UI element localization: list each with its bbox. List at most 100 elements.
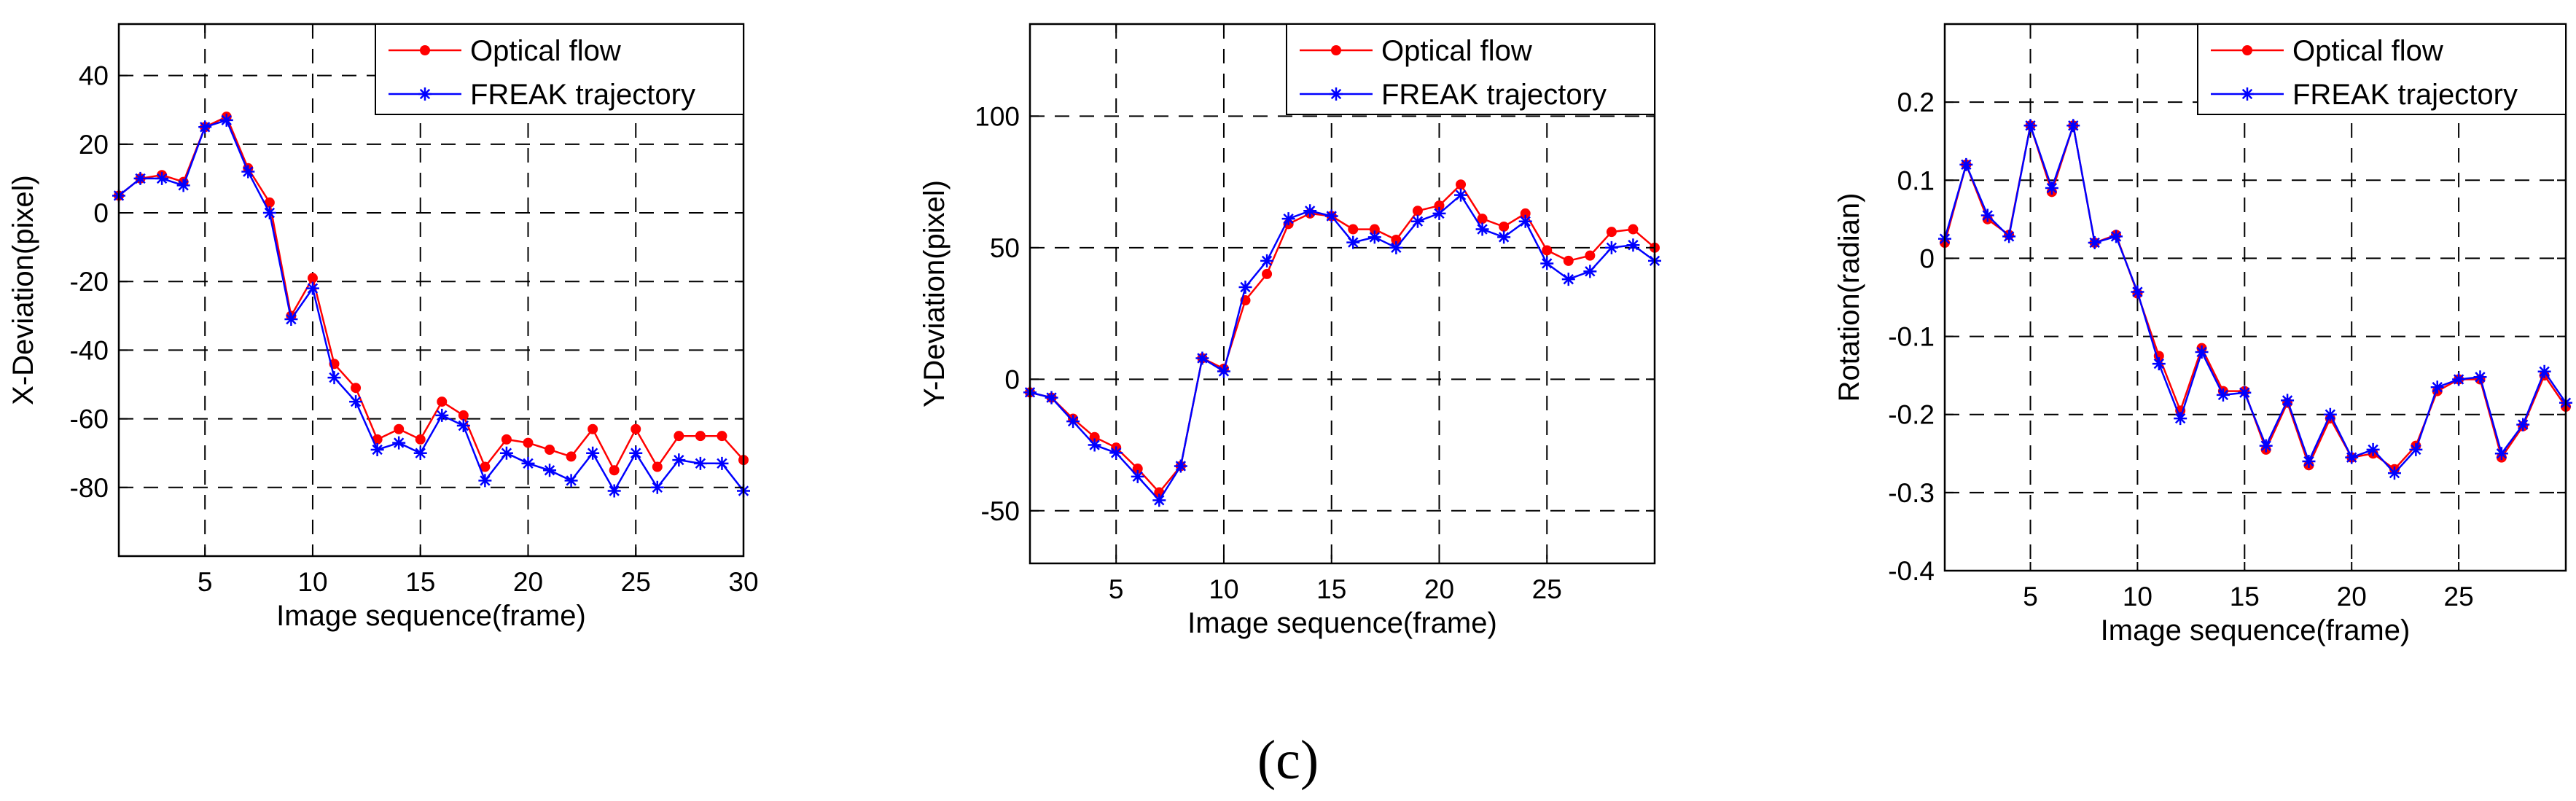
- data-point: [607, 484, 621, 498]
- x-tick-label: 15: [1316, 574, 1346, 604]
- x-tick-label: 20: [1424, 574, 1454, 604]
- data-point: [672, 453, 686, 467]
- data-point: [1303, 204, 1317, 218]
- data-point: [2323, 407, 2337, 421]
- data-point: [2516, 418, 2530, 431]
- data-point: [351, 383, 362, 394]
- legend-label: Optical flow: [2292, 35, 2443, 67]
- data-point: [1088, 438, 1101, 452]
- legend: Optical flow FREAK trajectory: [1286, 23, 1655, 115]
- data-point: [2281, 394, 2295, 407]
- data-point: [2131, 285, 2144, 299]
- data-point: [2452, 372, 2466, 386]
- y-tick-label: 50: [990, 233, 1020, 263]
- data-point: [456, 419, 470, 433]
- x-tick-label: 5: [198, 567, 213, 597]
- data-point: [1475, 222, 1489, 236]
- data-point: [307, 273, 318, 284]
- legend-marker: [1331, 45, 1341, 55]
- legend: Optical flow FREAK trajectory: [375, 23, 744, 115]
- data-point: [1217, 364, 1230, 378]
- legend-label: FREAK trajectory: [1381, 79, 1607, 111]
- data-point: [1281, 212, 1295, 226]
- data-point: [1410, 214, 1424, 228]
- data-point: [1412, 206, 1423, 216]
- chart-3: 5 10 15 20 25 -0.4 -0.3 -0.2 -0.1 0 0.1 0.2 Image se…: [1833, 23, 2572, 646]
- x-tick-label: 10: [1209, 574, 1238, 604]
- data-point: [480, 461, 491, 472]
- x-tick-label: 5: [2023, 582, 2038, 612]
- data-point: [284, 313, 298, 327]
- data-point: [305, 281, 319, 295]
- legend: Optical flow FREAK trajectory: [2197, 23, 2567, 115]
- y-axis-label: X-Deviation(pixel): [7, 175, 39, 405]
- data-point: [2088, 236, 2101, 249]
- data-point: [1518, 214, 1532, 228]
- y-tick-label: 0.2: [1897, 87, 1935, 117]
- data-point: [1152, 493, 1166, 507]
- data-point: [1583, 265, 1597, 278]
- data-point: [1348, 224, 1359, 235]
- data-point: [1499, 221, 1510, 232]
- data-point: [586, 446, 600, 460]
- y-tick-label: 0: [93, 198, 109, 228]
- data-point: [2109, 230, 2123, 243]
- chart-1: 5 10 15 20 25 30 -80 -60 -40 -20 0 20 40 Image sequen…: [7, 23, 759, 632]
- data-point: [2387, 466, 2401, 480]
- y-tick-label: -0.1: [1888, 322, 1935, 352]
- data-point: [1089, 431, 1100, 442]
- y-tick-label: 100: [975, 101, 1020, 131]
- y-tick-label: 40: [79, 61, 109, 91]
- y-tick-label: -80: [70, 473, 109, 503]
- data-point: [1497, 230, 1511, 244]
- data-point: [631, 423, 641, 434]
- data-point: [176, 179, 190, 192]
- data-point: [2174, 412, 2187, 426]
- data-point: [1132, 464, 1143, 474]
- data-point: [1561, 273, 1575, 286]
- data-point: [394, 423, 405, 434]
- x-tick-label: 20: [2337, 582, 2367, 612]
- data-point: [2259, 439, 2273, 453]
- data-point: [2195, 345, 2209, 359]
- data-point: [1174, 459, 1187, 473]
- data-point: [1434, 200, 1445, 211]
- data-point: [2302, 455, 2316, 468]
- data-point: [133, 171, 147, 185]
- x-tick-label: 5: [1109, 574, 1124, 604]
- data-point: [501, 434, 512, 445]
- legend-marker: [2242, 45, 2252, 55]
- data-point: [543, 464, 557, 477]
- data-point: [155, 171, 169, 185]
- data-point: [415, 434, 426, 445]
- data-point: [1454, 188, 1468, 202]
- data-point: [1045, 391, 1058, 405]
- legend-marker: [2241, 87, 2254, 101]
- data-point: [499, 446, 513, 460]
- x-tick-label: 15: [2230, 582, 2260, 612]
- x-axis-label: Image sequence(frame): [2101, 614, 2411, 646]
- data-point: [435, 408, 449, 422]
- data-point: [1628, 224, 1639, 235]
- data-point: [458, 410, 469, 421]
- data-point: [1585, 250, 1596, 261]
- data-point: [1324, 209, 1338, 223]
- data-point: [2152, 357, 2166, 371]
- data-point: [1389, 241, 1403, 254]
- data-point: [1980, 208, 1994, 222]
- data-point: [2494, 447, 2508, 461]
- y-tick-label: -0.3: [1888, 478, 1935, 508]
- data-point: [392, 436, 406, 450]
- data-point: [564, 474, 578, 488]
- data-point: [1432, 206, 1446, 220]
- data-point: [262, 206, 276, 220]
- data-point: [2537, 364, 2551, 378]
- data-point: [241, 165, 255, 179]
- x-axis-label: Image sequence(frame): [1187, 607, 1497, 639]
- y-tick-label: 0: [1919, 243, 1935, 273]
- data-point: [349, 395, 363, 409]
- legend-box: [2197, 23, 2567, 115]
- plots: 5 10 15 20 25 30 -80 -60 -40 -20 0 20 40 Image sequen…: [7, 23, 2572, 646]
- chart-2: 5 10 15 20 25 -50 0 50 100 Image sequence(frame) Y…: [918, 23, 1661, 639]
